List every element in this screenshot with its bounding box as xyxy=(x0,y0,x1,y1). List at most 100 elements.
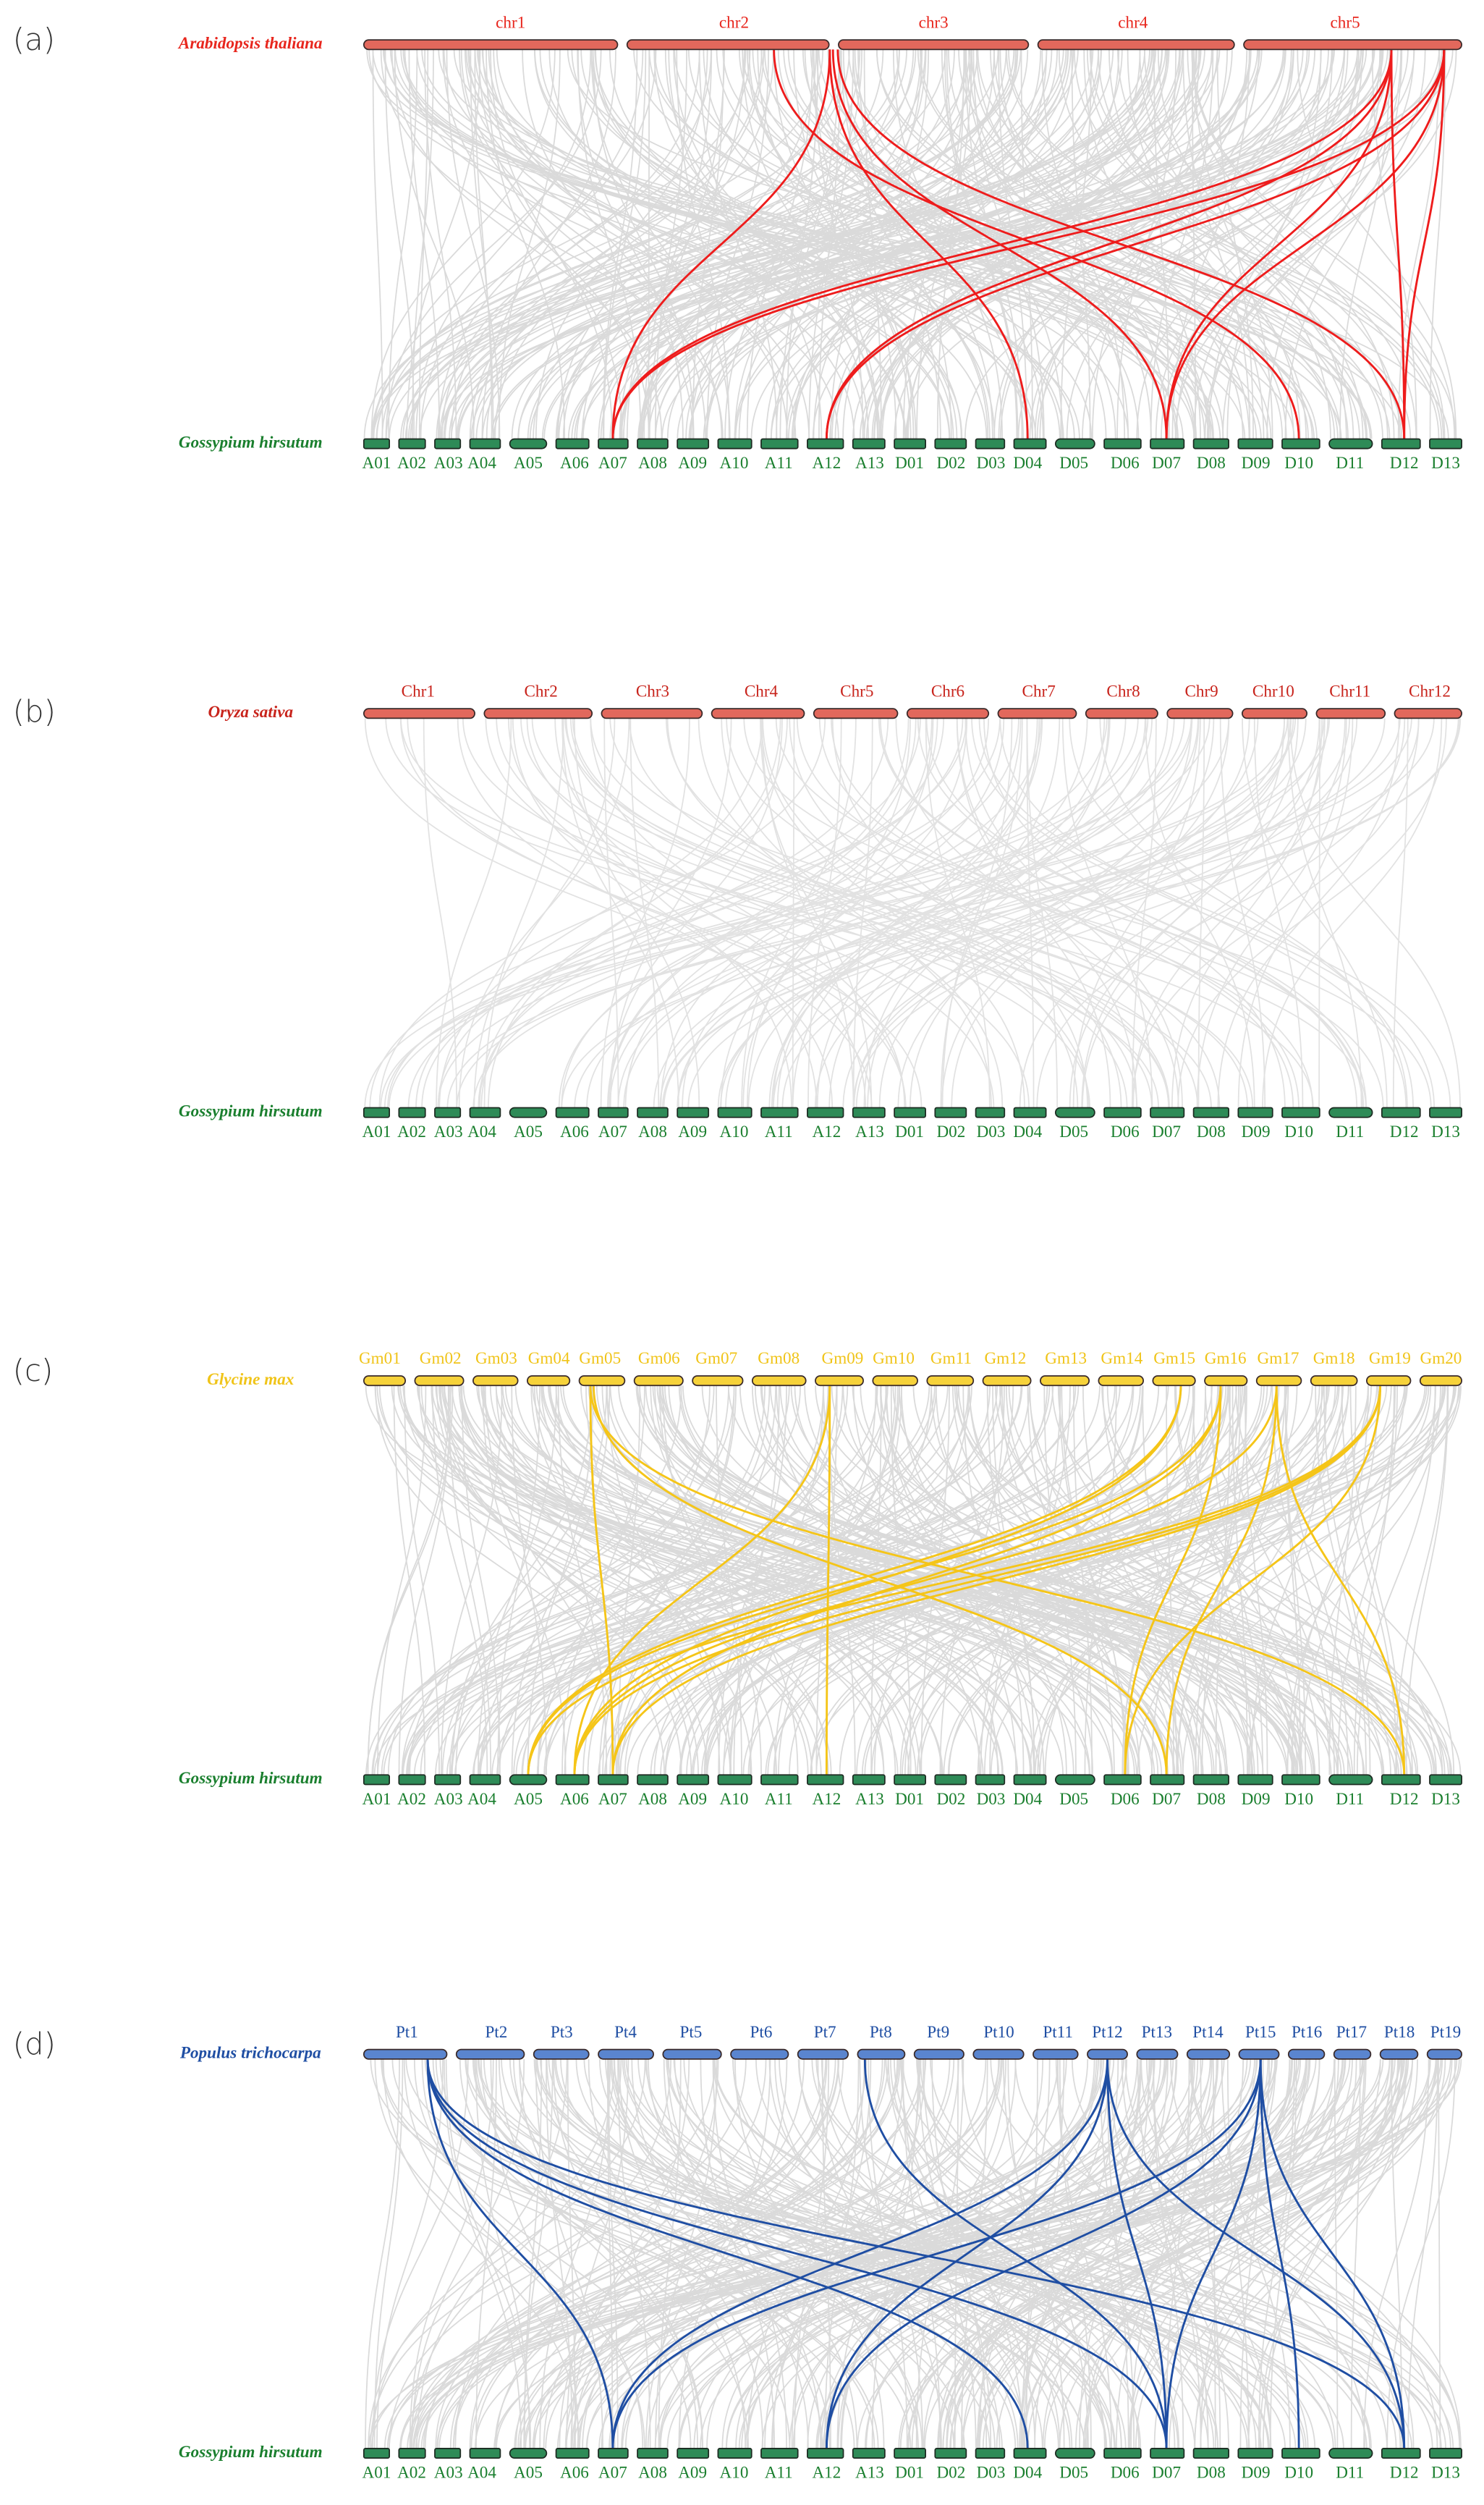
chromosome-label: Chr5 xyxy=(840,682,873,701)
synteny-link xyxy=(904,49,1415,439)
chromosome xyxy=(1103,1107,1142,1118)
synteny-link xyxy=(409,2058,494,2449)
chromosome-label: A02 xyxy=(397,2464,426,2483)
synteny-link xyxy=(480,718,889,1108)
chromosome xyxy=(469,1107,501,1118)
background-links xyxy=(365,1385,1462,1775)
chromosome xyxy=(1098,1375,1145,1387)
synteny-link xyxy=(729,1385,896,1775)
chromosome xyxy=(926,1375,975,1387)
chromosome xyxy=(807,1107,844,1118)
synteny-link xyxy=(609,718,1042,1108)
chromosome-label: A06 xyxy=(560,1790,589,1809)
synteny-link xyxy=(580,49,1064,439)
synteny-link xyxy=(654,49,1196,439)
synteny-link xyxy=(741,718,857,1108)
synteny-link xyxy=(403,1385,809,1775)
synteny-link xyxy=(386,2058,1258,2449)
chromosome-label: A02 xyxy=(397,454,426,473)
chromosome-label: D08 xyxy=(1197,1123,1226,1141)
synteny-link xyxy=(444,49,971,439)
chromosome-label: D05 xyxy=(1059,2464,1088,2483)
synteny-link xyxy=(663,1385,1264,1775)
synteny-link xyxy=(723,1385,899,1775)
synteny-link xyxy=(546,2058,573,2449)
synteny-link xyxy=(438,718,763,1108)
highlight-link xyxy=(825,49,1446,439)
synteny-link xyxy=(898,2058,1391,2449)
chromosome xyxy=(1310,1375,1358,1387)
synteny-link xyxy=(1363,2058,1430,2449)
chromosome-label: D02 xyxy=(936,1790,965,1809)
synteny-link xyxy=(792,718,795,1108)
chromosome-label: D12 xyxy=(1390,454,1419,473)
chromosome-label: A01 xyxy=(362,454,391,473)
chromosome-label: A12 xyxy=(812,1123,841,1141)
synteny-link xyxy=(608,2058,619,2449)
synteny-link xyxy=(483,2058,965,2449)
synteny-link xyxy=(790,1385,1316,1775)
highlight-link xyxy=(1403,49,1446,439)
chromosome xyxy=(555,438,590,449)
chromosome xyxy=(1255,1375,1302,1387)
synteny-link xyxy=(673,2058,1368,2449)
species-label: Gossypium hirsutum xyxy=(179,2443,323,2462)
synteny-link xyxy=(978,718,1451,1108)
chromosome xyxy=(1281,2448,1320,2459)
synteny-link xyxy=(917,2058,992,2449)
synteny-link xyxy=(609,49,958,439)
synteny-link xyxy=(839,1385,1219,1775)
synteny-link xyxy=(481,49,616,439)
synteny-link xyxy=(1337,1385,1398,1775)
chromosome-label: A07 xyxy=(598,1790,627,1809)
synteny-link xyxy=(910,718,1193,1108)
synteny-link xyxy=(409,1385,715,1775)
synteny-link xyxy=(956,718,1137,1108)
chromosome xyxy=(760,2448,799,2459)
synteny-link xyxy=(389,2058,1125,2449)
synteny-link xyxy=(479,718,788,1108)
panel-label: (b) xyxy=(13,693,56,729)
synteny-link xyxy=(581,49,1440,439)
chromosome xyxy=(637,1107,669,1118)
highlight-link xyxy=(426,2058,1168,2449)
synteny-link xyxy=(713,2058,1433,2449)
synteny-link xyxy=(856,1385,1245,1775)
synteny-link xyxy=(1204,49,1446,439)
synteny-link xyxy=(686,1385,1182,1775)
synteny-link xyxy=(420,49,657,439)
synteny-link xyxy=(368,49,1080,439)
synteny-link xyxy=(526,718,1030,1108)
chromosome xyxy=(760,1107,799,1118)
synteny-link xyxy=(537,1385,711,1775)
synteny-link xyxy=(367,1385,454,1775)
synteny-link xyxy=(458,718,630,1108)
chromosome-label: A10 xyxy=(720,454,749,473)
synteny-link xyxy=(690,49,1155,439)
chromosome-label: D10 xyxy=(1284,454,1313,473)
chromosome-label: A13 xyxy=(855,1123,884,1141)
highlight-link xyxy=(1165,2058,1262,2449)
synteny-link xyxy=(955,1385,1364,1775)
chromosome xyxy=(1103,2448,1142,2459)
synteny-link xyxy=(962,2058,1407,2449)
chromosome xyxy=(598,2048,654,2060)
synteny-link xyxy=(517,2058,1105,2449)
chromosome xyxy=(1419,1375,1462,1387)
synteny-link xyxy=(660,718,933,1108)
chromosome xyxy=(797,2048,849,2060)
chromosome-label: A12 xyxy=(812,1790,841,1809)
synteny-link xyxy=(444,1385,1383,1775)
synteny-link xyxy=(545,2058,1111,2449)
chromosome-label: A13 xyxy=(855,454,884,473)
synteny-link xyxy=(732,2058,1209,2449)
chromosome xyxy=(1054,438,1095,449)
synteny-link xyxy=(920,2058,1257,2449)
synteny-link xyxy=(951,1385,1197,1775)
chromosome xyxy=(598,438,629,449)
synteny-link xyxy=(1174,49,1457,439)
highlight-link xyxy=(527,1385,1222,1775)
synteny-link xyxy=(885,2058,1309,2449)
synteny-link xyxy=(742,49,1391,439)
synteny-link xyxy=(485,718,995,1108)
